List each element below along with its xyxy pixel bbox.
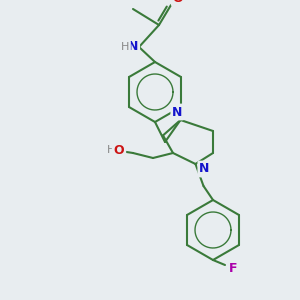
- Text: H: H: [121, 42, 129, 52]
- Text: F: F: [229, 262, 237, 275]
- Text: O: O: [173, 0, 183, 4]
- Text: H: H: [107, 145, 115, 155]
- Text: N: N: [199, 163, 210, 176]
- Text: O: O: [114, 143, 124, 157]
- Text: N: N: [172, 106, 183, 118]
- Text: N: N: [128, 40, 138, 53]
